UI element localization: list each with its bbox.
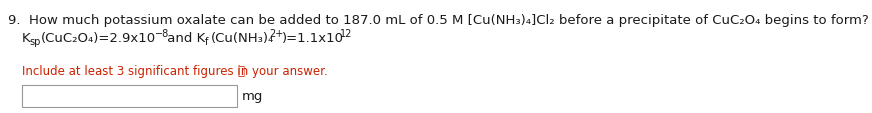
Text: Include at least 3 significant figures in your answer.: Include at least 3 significant figures i… (22, 64, 328, 77)
Text: 9.  How much potassium oxalate can be added to 187.0 mL of 0.5 M [Cu(NH₃)₄]Cl₂ b: 9. How much potassium oxalate can be add… (8, 14, 869, 27)
FancyBboxPatch shape (22, 85, 237, 107)
Text: 12: 12 (340, 29, 352, 39)
Text: (Cu(NH₃)₄: (Cu(NH₃)₄ (211, 32, 275, 45)
Text: f: f (205, 37, 208, 47)
Text: ⓘ: ⓘ (237, 64, 244, 77)
Text: 2+: 2+ (269, 29, 283, 39)
Text: mg: mg (242, 90, 263, 103)
Text: −8: −8 (155, 29, 169, 39)
Text: )=1.1x10: )=1.1x10 (282, 32, 344, 45)
Text: and K: and K (163, 32, 205, 45)
Text: (CuC₂O₄)=2.9x10: (CuC₂O₄)=2.9x10 (41, 32, 156, 45)
Text: sp: sp (30, 37, 41, 47)
Text: K: K (22, 32, 31, 45)
